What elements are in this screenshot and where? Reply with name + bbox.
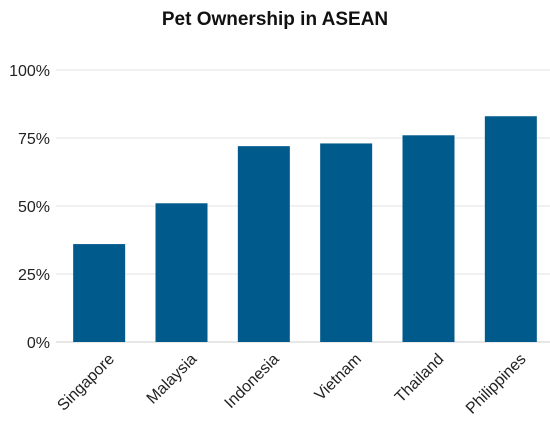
x-tick-label-philippines: Philippines xyxy=(463,351,530,418)
y-tick-label: 25% xyxy=(18,267,50,284)
bar-malaysia xyxy=(155,203,208,342)
y-tick-label: 0% xyxy=(27,335,50,352)
x-tick-label-indonesia: Indonesia xyxy=(222,351,283,412)
y-tick-label: 100% xyxy=(9,63,50,80)
x-axis-ticks: Singapore Malaysia Indonesia Vietnam Thailan… xyxy=(54,351,529,418)
x-tick-label-thailand: Thailand xyxy=(392,351,447,406)
gridlines xyxy=(56,69,550,343)
x-tick-label-singapore: Singapore xyxy=(54,351,118,415)
x-tick-label-vietnam: Vietnam xyxy=(312,351,365,404)
bars xyxy=(73,116,537,343)
y-tick-label: 50% xyxy=(18,199,50,216)
bar-singapore xyxy=(73,244,126,342)
bar-philippines xyxy=(484,116,537,343)
y-axis-ticks: 0% 25% 50% 75% 100% xyxy=(9,63,50,352)
bar-vietnam xyxy=(320,143,373,342)
x-tick-label-malaysia: Malaysia xyxy=(144,351,201,408)
y-tick-label: 75% xyxy=(18,131,50,148)
chart-title: Pet Ownership in ASEAN xyxy=(161,9,389,30)
bar-indonesia xyxy=(237,146,290,342)
bar-thailand xyxy=(402,135,455,342)
